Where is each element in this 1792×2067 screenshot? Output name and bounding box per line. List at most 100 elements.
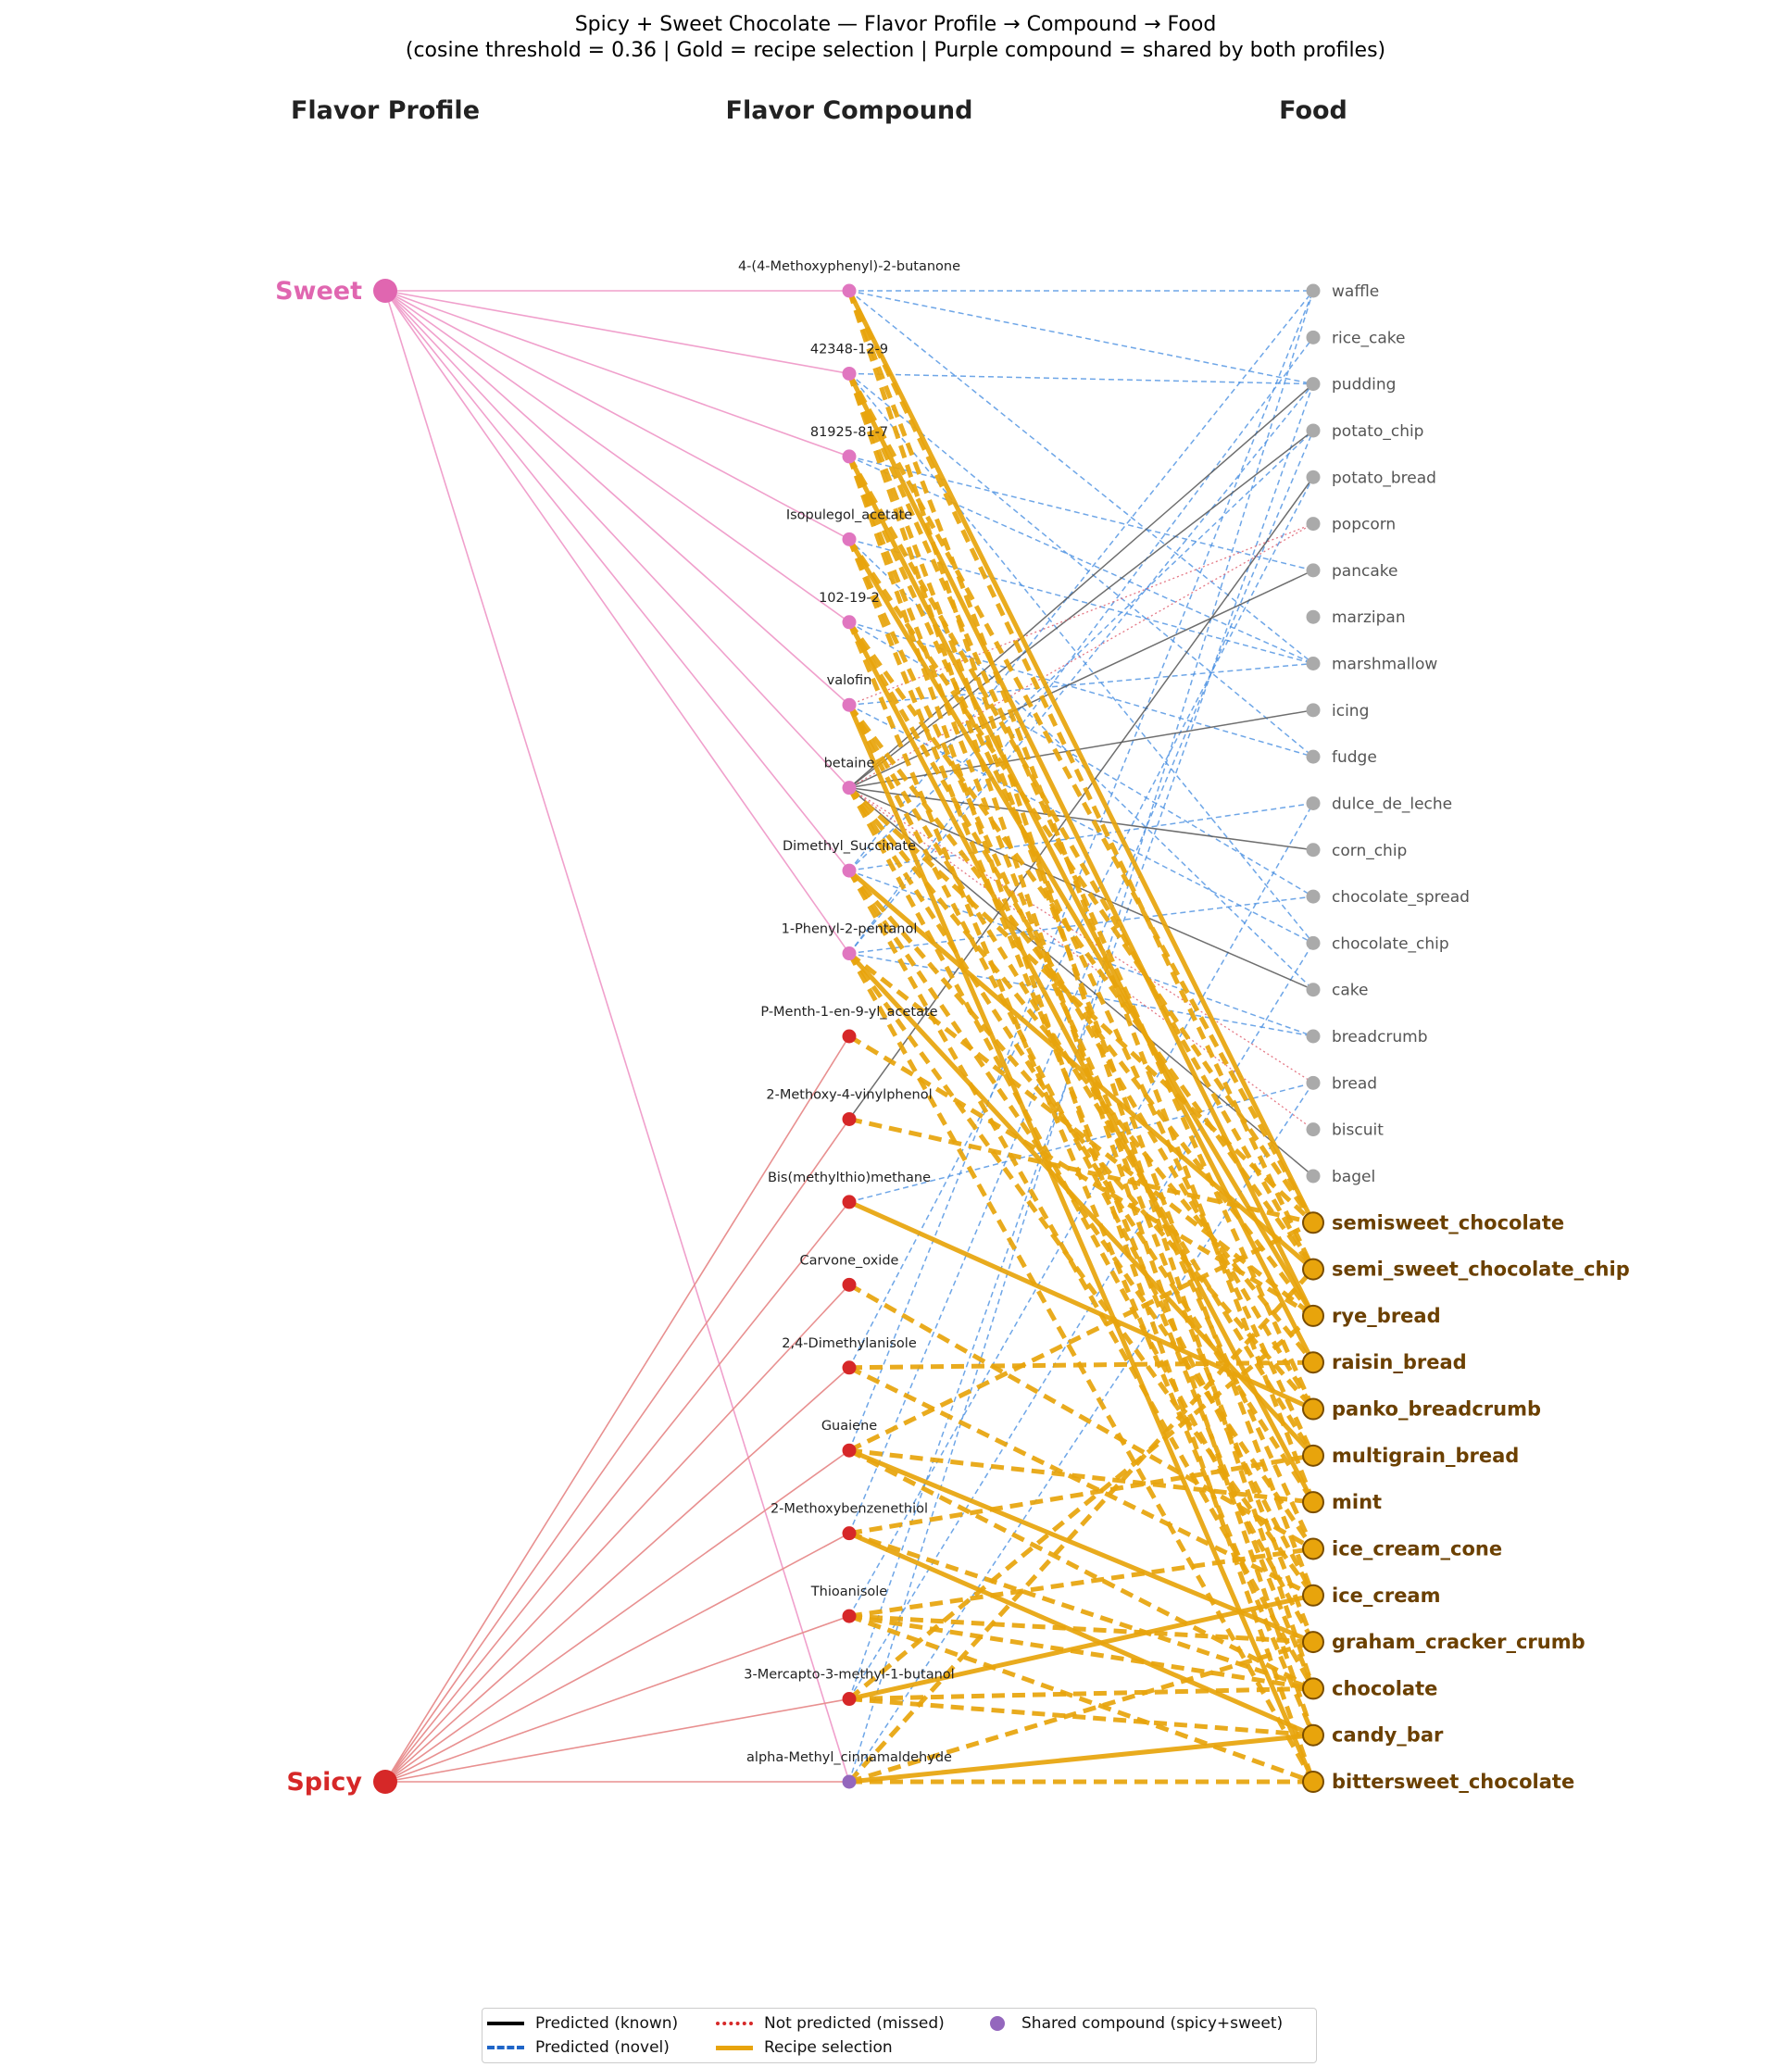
legend-item-novel: Predicted (novel) <box>487 2038 670 2057</box>
food-node <box>1306 283 1321 298</box>
recipe-edge <box>847 1365 1315 1597</box>
recipe-edge <box>846 289 1316 1224</box>
legend-label: Predicted (novel) <box>535 2038 670 2057</box>
recipe-edge <box>846 290 1316 1504</box>
legend-item-recipe: Recipe selection <box>716 2038 893 2057</box>
compound-label: Carvone_oxide <box>800 1253 899 1268</box>
profile-link-sweet <box>384 290 850 375</box>
recipe-edge <box>848 1733 1314 1785</box>
dashed-line-icon <box>487 2046 524 2049</box>
food-label: potato_bread <box>1332 469 1436 487</box>
novel-edge <box>848 290 1314 1783</box>
compound-label: Thioanisole <box>810 1585 888 1599</box>
compound-node <box>842 1526 857 1541</box>
profile-link-sweet <box>384 290 850 457</box>
food-label-selected: ice_cream <box>1332 1585 1441 1607</box>
recipe-edge <box>846 869 1316 1690</box>
recipe-edge <box>847 869 1315 1272</box>
recipe-edge <box>846 869 1316 1550</box>
food-label: fudge <box>1332 748 1377 767</box>
food-node <box>1306 935 1321 950</box>
food-node <box>1306 983 1321 997</box>
food-node-selected <box>1302 1771 1324 1793</box>
missed-edge <box>848 522 1314 789</box>
compound-node <box>842 1277 857 1292</box>
compound-node <box>842 1195 857 1209</box>
food-node <box>1306 1122 1321 1137</box>
novel-edge <box>848 662 1314 706</box>
figure-subtitle: (cosine threshold = 0.36 | Gold = recipe… <box>406 39 1385 62</box>
missed-edge <box>848 787 1314 1084</box>
food-label: pudding <box>1332 376 1396 395</box>
food-label-selected: ice_cream_cone <box>1332 1537 1502 1560</box>
compound-label: 2-Methoxy-4-vinylphenol <box>766 1087 932 1102</box>
profile-link-spicy <box>384 1615 850 1783</box>
food-label-selected: raisin_bread <box>1332 1351 1467 1373</box>
compound-label: 4-(4-Methoxyphenyl)-2-butanone <box>738 259 960 274</box>
food-node <box>1306 470 1321 484</box>
gold-line-icon <box>716 2045 753 2050</box>
compound-label: Bis(methylthio)methane <box>768 1171 931 1185</box>
known-edge <box>848 709 1314 789</box>
recipe-edge <box>848 1546 1314 1619</box>
food-node-selected <box>1302 1491 1324 1514</box>
known-edge <box>848 383 1314 789</box>
food-label: pancake <box>1332 562 1397 581</box>
food-label: dulce_de_leche <box>1332 795 1452 813</box>
profile-node-spicy <box>373 1770 397 1794</box>
profile-link-spicy <box>384 1449 850 1783</box>
food-label: cake <box>1332 982 1368 1000</box>
legend-item-shared: Shared compound (spicy+sweet) <box>990 2014 1283 2033</box>
recipe-edge <box>847 869 1315 1411</box>
compound-node <box>842 615 857 630</box>
food-node <box>1306 843 1321 858</box>
recipe-edge <box>847 1283 1315 1551</box>
compound-label: alpha-Methyl_cinnamaldehyde <box>746 1750 952 1765</box>
profile-link-sweet <box>384 290 850 541</box>
food-node <box>1306 889 1321 904</box>
compound-label: P-Menth-1-en-9-yl_acetate <box>760 1005 937 1020</box>
profile-link-spicy <box>384 1118 850 1783</box>
food-node-selected <box>1302 1351 1324 1374</box>
food-node <box>1306 1029 1321 1044</box>
known-edge <box>848 476 1314 1120</box>
legend-label: Predicted (known) <box>535 2014 679 2033</box>
food-label-selected: candy_bar <box>1332 1724 1444 1747</box>
recipe-edge <box>846 952 1316 1784</box>
food-node <box>1306 657 1321 670</box>
food-label-selected: chocolate <box>1332 1677 1437 1699</box>
compound-label: 2,4-Dimethylanisole <box>782 1336 917 1351</box>
recipe-edge <box>848 1613 1314 1691</box>
food-node <box>1306 423 1321 438</box>
recipe-edge <box>846 537 1316 1224</box>
compound-node <box>842 781 857 795</box>
profile-link-sweet <box>384 290 850 871</box>
compound-node <box>842 1029 857 1044</box>
recipe-edge <box>848 1117 1314 1225</box>
recipe-edge <box>846 372 1316 1597</box>
recipe-edge <box>848 1531 1314 1691</box>
recipe-edge <box>848 1697 1314 1738</box>
legend-label: Shared compound (spicy+sweet) <box>1021 2014 1284 2033</box>
food-label: marshmallow <box>1332 656 1437 674</box>
compound-node <box>842 1111 857 1126</box>
compound-node <box>842 863 857 878</box>
legend-item-missed: Not predicted (missed) <box>716 2014 945 2033</box>
food-node <box>1306 330 1321 344</box>
recipe-edge <box>846 620 1316 1410</box>
compound-label: Dimethyl_Succinate <box>783 839 916 854</box>
profile-link-sweet <box>384 290 850 1783</box>
recipe-edge <box>846 455 1316 1271</box>
column-header-compound: Flavor Compound <box>726 96 973 125</box>
novel-edge <box>848 372 1314 385</box>
recipe-edge <box>846 538 1316 1318</box>
recipe-edge <box>846 372 1316 1224</box>
food-node <box>1306 749 1321 764</box>
profile-link-spicy <box>384 1367 850 1783</box>
compound-label: 102-19-2 <box>819 591 880 606</box>
compound-node <box>842 1360 857 1375</box>
compound-node <box>842 1609 857 1623</box>
recipe-edge <box>848 1447 1314 1645</box>
recipe-edge <box>847 1199 1315 1411</box>
